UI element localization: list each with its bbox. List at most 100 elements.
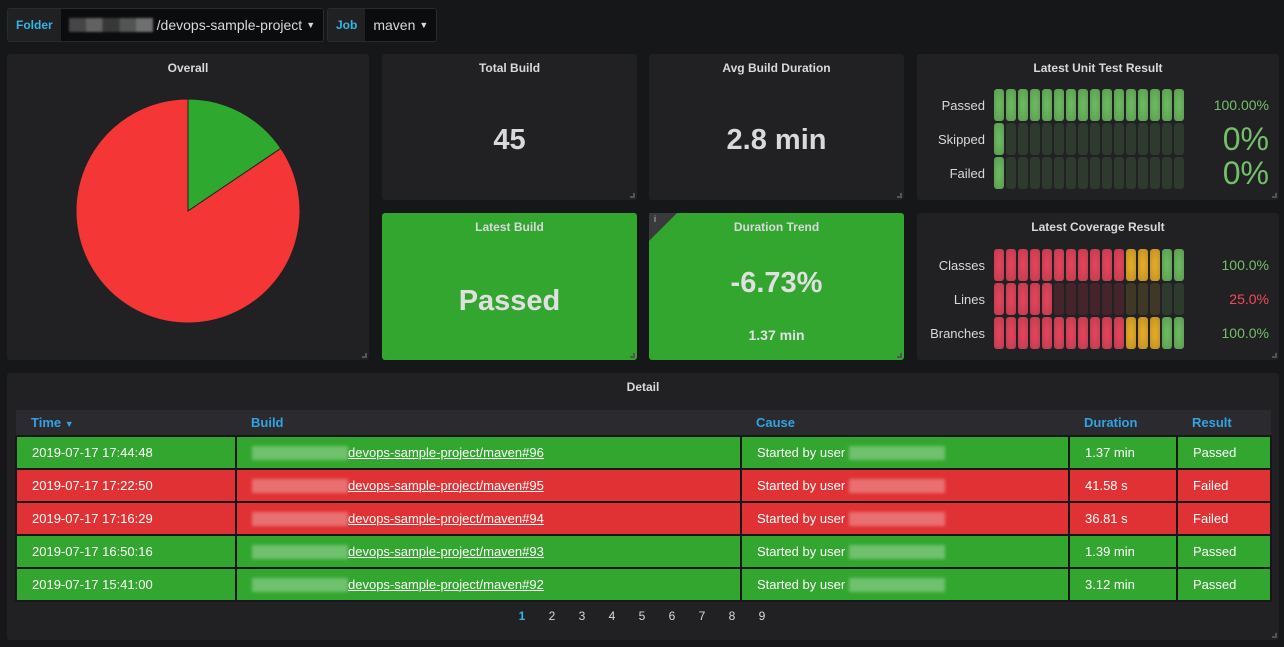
gauge-cell — [1174, 249, 1184, 281]
build-link[interactable]: devops-sample-project/maven#94 — [348, 510, 544, 526]
gauge-cell — [1066, 157, 1076, 189]
duration-trend-panel: i Duration Trend -6.73% 1.37 min — [649, 213, 904, 360]
gauge-cell — [1066, 317, 1076, 349]
overall-panel: Overall — [7, 54, 369, 360]
duration-cell: 1.39 min — [1068, 534, 1178, 569]
gauge-cell — [1066, 123, 1076, 155]
column-header-cause[interactable]: Cause — [741, 410, 1069, 436]
gauge-cell — [1114, 89, 1124, 121]
sort-desc-icon: ▼ — [64, 419, 74, 429]
gauge-cell — [994, 89, 1004, 121]
job-select[interactable]: maven ▼ — [365, 9, 437, 41]
gauge-cell — [1054, 123, 1064, 155]
duration-cell: 3.12 min — [1068, 567, 1178, 602]
build-link[interactable]: devops-sample-project/maven#95 — [348, 477, 544, 493]
caret-down-icon: ▼ — [306, 20, 316, 30]
unit-test-panel: Latest Unit Test Result Passed 100.00% Ski… — [917, 54, 1279, 200]
panel-title: Overall — [167, 61, 209, 75]
avg-duration-panel: Avg Build Duration 2.8 min — [649, 54, 904, 200]
gauge-cell — [1018, 249, 1028, 281]
gauge-cell — [1090, 157, 1100, 189]
caret-down-icon: ▼ — [419, 20, 429, 30]
build-cell: devops-sample-project/maven#93 — [235, 534, 742, 569]
table-row: 2019-07-17 17:44:48 devops-sample-projec… — [15, 435, 1272, 470]
gauge-label: Skipped — [938, 131, 985, 147]
gauge-cell — [1102, 157, 1112, 189]
build-cell: devops-sample-project/maven#92 — [235, 567, 742, 602]
gauge-cell — [1150, 283, 1160, 315]
total-build-panel: Total Build 45 — [382, 54, 637, 200]
pie-slice-passed[interactable] — [187, 98, 282, 212]
column-header-duration[interactable]: Duration — [1069, 410, 1177, 436]
gauge-cell — [1090, 249, 1100, 281]
build-link[interactable]: devops-sample-project/maven#92 — [348, 576, 544, 592]
gauge-cell — [1030, 157, 1040, 189]
job-variable[interactable]: Job maven ▼ — [327, 8, 438, 42]
gauge-cell — [1030, 89, 1040, 121]
gauge-cell — [1042, 283, 1052, 315]
column-header-build[interactable]: Build — [236, 410, 741, 436]
gauge-cell — [1150, 157, 1160, 189]
build-link[interactable]: devops-sample-project/maven#96 — [348, 444, 544, 460]
gauge-cell — [1162, 157, 1172, 189]
resize-handle[interactable] — [630, 353, 635, 358]
page-2[interactable]: 2 — [548, 609, 556, 623]
panel-title: Detail — [626, 380, 660, 394]
gauge-cell — [1138, 249, 1148, 281]
time-cell: 2019-07-17 17:16:29 — [15, 501, 237, 536]
duration-cell: 41.58 s — [1068, 468, 1178, 503]
cause-cell: Started by user — [740, 567, 1070, 602]
redacted-prefix — [68, 18, 153, 32]
info-icon[interactable]: i — [654, 214, 656, 224]
latest-build-panel: Latest Build Passed — [382, 213, 637, 360]
detail-table: Time ▼ Build Cause Duration Result 2019-… — [15, 410, 1272, 602]
gauge-cell — [1042, 123, 1052, 155]
resize-handle[interactable] — [897, 353, 902, 358]
table-row: 2019-07-17 15:41:00 devops-sample-projec… — [15, 567, 1272, 602]
build-link[interactable]: devops-sample-project/maven#93 — [348, 543, 544, 559]
panel-title: Total Build — [478, 61, 541, 75]
page-6[interactable]: 6 — [668, 609, 676, 623]
page-1[interactable]: 1 — [518, 609, 526, 623]
info-corner[interactable] — [649, 213, 677, 241]
column-header-result[interactable]: Result — [1177, 410, 1271, 436]
resize-handle[interactable] — [630, 193, 635, 198]
page-3[interactable]: 3 — [578, 609, 586, 623]
gauge-cell — [1162, 249, 1172, 281]
gauge-label: Lines — [953, 291, 985, 307]
duration-cell: 36.81 s — [1068, 501, 1178, 536]
redacted-text — [252, 446, 348, 461]
gauge-value: 100.0% — [1221, 257, 1269, 273]
gauge-cell — [1018, 123, 1028, 155]
page-7[interactable]: 7 — [698, 609, 706, 623]
folder-variable[interactable]: Folder /devops-sample-project ▼ — [7, 8, 325, 42]
gauge-value: 100.00% — [1213, 97, 1269, 113]
gauge-cell — [1138, 157, 1148, 189]
gauge-cell — [1174, 157, 1184, 189]
gauge-cell — [1174, 123, 1184, 155]
gauge-cell — [1078, 157, 1088, 189]
resize-handle[interactable] — [1272, 193, 1277, 198]
folder-select[interactable]: /devops-sample-project ▼ — [60, 9, 324, 41]
resize-handle[interactable] — [897, 193, 902, 198]
resize-handle[interactable] — [362, 353, 367, 358]
page-9[interactable]: 9 — [758, 609, 766, 623]
gauge-cell — [1078, 123, 1088, 155]
cause-cell: Started by user — [740, 501, 1070, 536]
resize-handle[interactable] — [1272, 633, 1277, 638]
duration-trend-value: -6.73% — [730, 267, 823, 299]
cause-text: Started by user — [757, 477, 846, 493]
resize-handle[interactable] — [1272, 353, 1277, 358]
gauge-cell — [1078, 89, 1088, 121]
page-4[interactable]: 4 — [608, 609, 616, 623]
gauge-cell — [1006, 89, 1016, 121]
pie-slice-failed[interactable] — [75, 98, 301, 324]
page-5[interactable]: 5 — [638, 609, 646, 623]
page-8[interactable]: 8 — [728, 609, 736, 623]
avg-duration-value: 2.8 min — [726, 124, 827, 156]
gauge-label: Branches — [930, 325, 985, 341]
gauge-value: 100.0% — [1221, 325, 1269, 341]
column-header-time[interactable]: Time ▼ — [16, 410, 236, 436]
gauge-cell — [1018, 317, 1028, 349]
gauge-cell — [1126, 89, 1136, 121]
